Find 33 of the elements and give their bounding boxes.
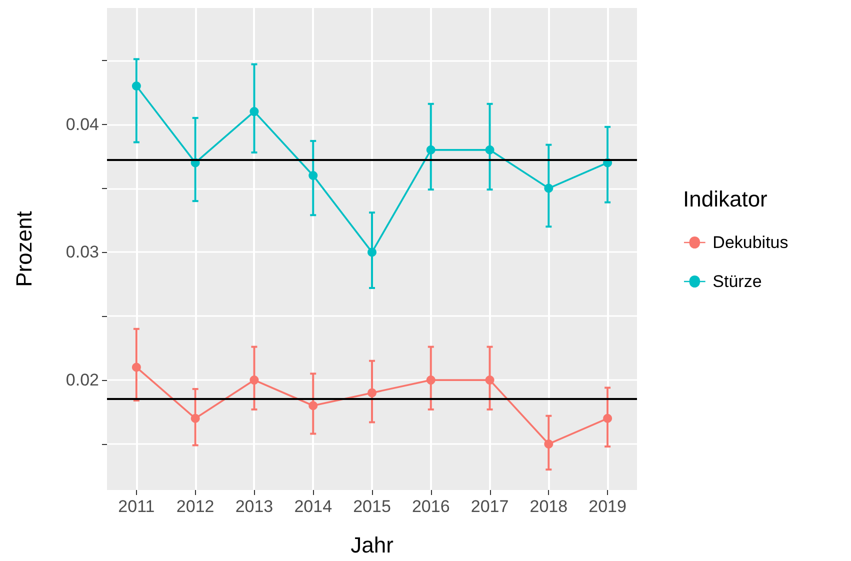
point [544,184,554,193]
y-tick-label: 0.04 [66,114,99,134]
x-tick-label: 2017 [470,497,509,516]
x-axis-title: Jahr [350,532,394,558]
point [485,145,494,154]
x-tick-label: 2016 [412,497,450,516]
point [426,376,436,385]
point [603,414,612,423]
point [250,376,259,385]
legend-title: Indikator [683,186,768,212]
x-tick-label: 2014 [294,497,332,516]
y-axis-title: Prozent [12,211,36,287]
point [308,170,318,180]
x-tick-label: 2013 [235,497,274,516]
legend-label: Dekubitus [712,233,788,252]
point [485,376,494,385]
x-tick-label: 2012 [176,497,214,516]
x-tick-label: 2015 [353,497,391,516]
y-tick-label: 0.02 [66,370,99,390]
point [250,107,259,116]
point [308,401,318,410]
point [368,248,376,257]
point [368,388,376,398]
point [426,145,436,154]
point [132,81,141,90]
x-tick-label: 2019 [588,497,626,516]
point [132,362,141,372]
x-tick-label: 2018 [530,497,568,516]
y-tick-label: 0.03 [66,242,99,262]
point [190,414,200,423]
legend-label: Stürze [712,272,762,291]
point [544,439,554,448]
x-tick-label: 2011 [118,497,155,516]
